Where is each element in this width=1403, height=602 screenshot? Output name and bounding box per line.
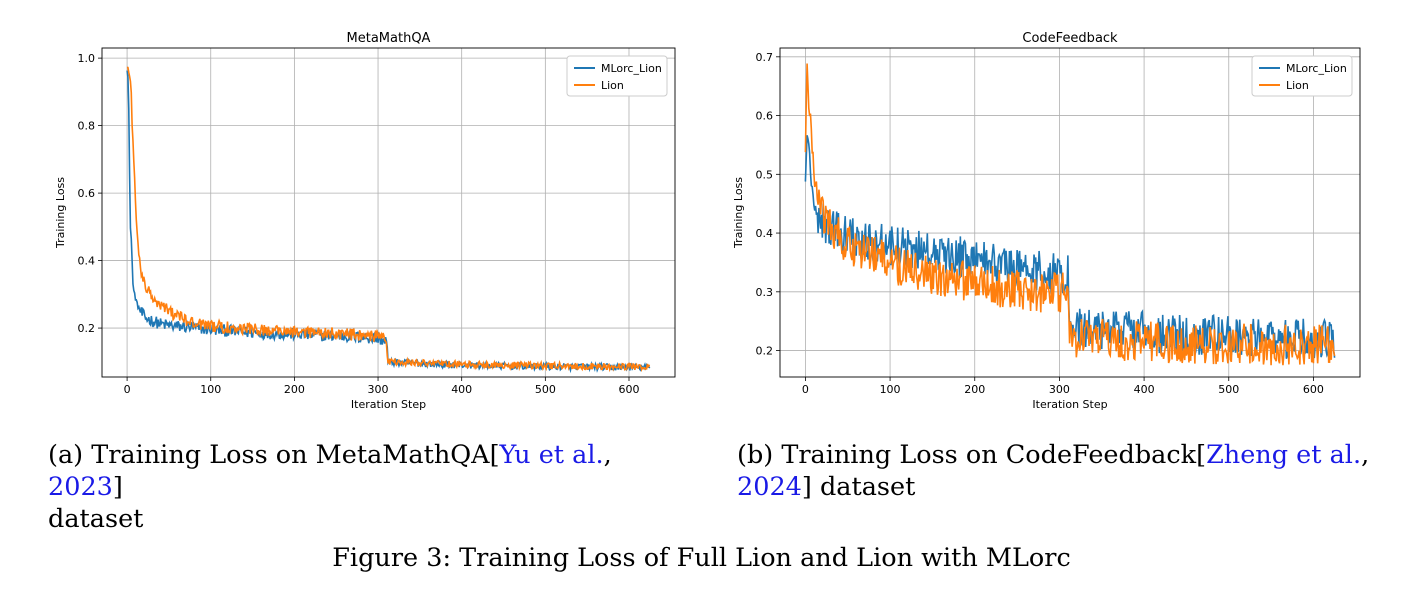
caption-a-cite-year[interactable]: 2023 — [48, 472, 113, 502]
series-line-lion — [804, 63, 1336, 366]
x-tick-label: 300 — [1049, 383, 1070, 396]
y-tick-label: 0.8 — [78, 120, 96, 133]
x-tick-label: 0 — [802, 383, 809, 396]
y-tick-label: 0.6 — [756, 110, 774, 123]
x-axis-label: Iteration Step — [1032, 398, 1107, 411]
x-tick-label: 400 — [1134, 383, 1155, 396]
series-line-lion — [126, 66, 651, 373]
x-tick-label: 100 — [880, 383, 901, 396]
caption-a: (a) Training Loss on MetaMathQA[Yu et al… — [48, 439, 688, 535]
chart-metamathqa: MetaMathQA 0 100 200 300 400 500 600 0.2 0.4 0.6 0.… — [54, 31, 676, 411]
caption-a-suffix: ] — [112, 472, 123, 502]
y-tick-label: 0.5 — [756, 168, 774, 181]
x-tick-label: 200 — [964, 383, 985, 396]
legend-label: Lion — [601, 79, 624, 92]
x-tick-label: 500 — [1218, 383, 1239, 396]
caption-a-sep: , — [603, 440, 612, 470]
legend-label: Lion — [1286, 79, 1309, 92]
x-tick-label: 500 — [535, 383, 556, 396]
legend-label: MLorc_Lion — [601, 62, 662, 75]
plot-frame — [101, 47, 676, 378]
x-tick-label: 100 — [200, 383, 221, 396]
y-tick-label: 0.7 — [756, 51, 774, 64]
chart-codefeedback: CodeFeedback 0 100 200 300 400 500 600 0.2 0.3 0.4… — [732, 31, 1361, 411]
y-tick-label: 0.2 — [78, 322, 96, 335]
y-tick-label: 0.6 — [78, 187, 96, 200]
chart-title: CodeFeedback — [1022, 31, 1118, 46]
caption-a-line2: dataset — [48, 504, 144, 534]
chart-title: MetaMathQA — [347, 31, 431, 46]
y-tick-label: 0.2 — [756, 345, 774, 358]
x-tick-label: 300 — [368, 383, 389, 396]
y-axis-label: Training Loss — [732, 177, 745, 249]
caption-b-cite-author[interactable]: Zheng et al. — [1206, 440, 1362, 470]
y-axis-label: Training Loss — [54, 177, 67, 249]
y-tick-label: 0.4 — [78, 255, 96, 268]
caption-b: (b) Training Loss on CodeFeedback[Zheng … — [737, 439, 1377, 503]
x-tick-label: 0 — [124, 383, 131, 396]
caption-b-suffix: ] dataset — [801, 472, 916, 502]
x-tick-label: 400 — [451, 383, 472, 396]
y-tick-label: 0.4 — [756, 227, 774, 240]
y-tick-label: 0.3 — [756, 286, 774, 299]
x-tick-label: 600 — [1303, 383, 1324, 396]
legend-label: MLorc_Lion — [1286, 62, 1347, 75]
x-tick-label: 600 — [618, 383, 639, 396]
caption-b-prefix: (b) Training Loss on CodeFeedback[ — [737, 440, 1207, 470]
caption-b-sep: , — [1361, 440, 1370, 470]
x-axis-label: Iteration Step — [351, 398, 426, 411]
figure-caption: Figure 3: Training Loss of Full Lion and… — [332, 543, 1071, 573]
x-tick-label: 200 — [284, 383, 305, 396]
caption-a-cite-author[interactable]: Yu et al. — [499, 440, 604, 470]
caption-a-prefix: (a) Training Loss on MetaMathQA[ — [48, 440, 500, 470]
y-tick-label: 1.0 — [78, 52, 96, 65]
caption-b-cite-year[interactable]: 2024 — [737, 472, 802, 502]
plot-frame — [779, 47, 1361, 378]
